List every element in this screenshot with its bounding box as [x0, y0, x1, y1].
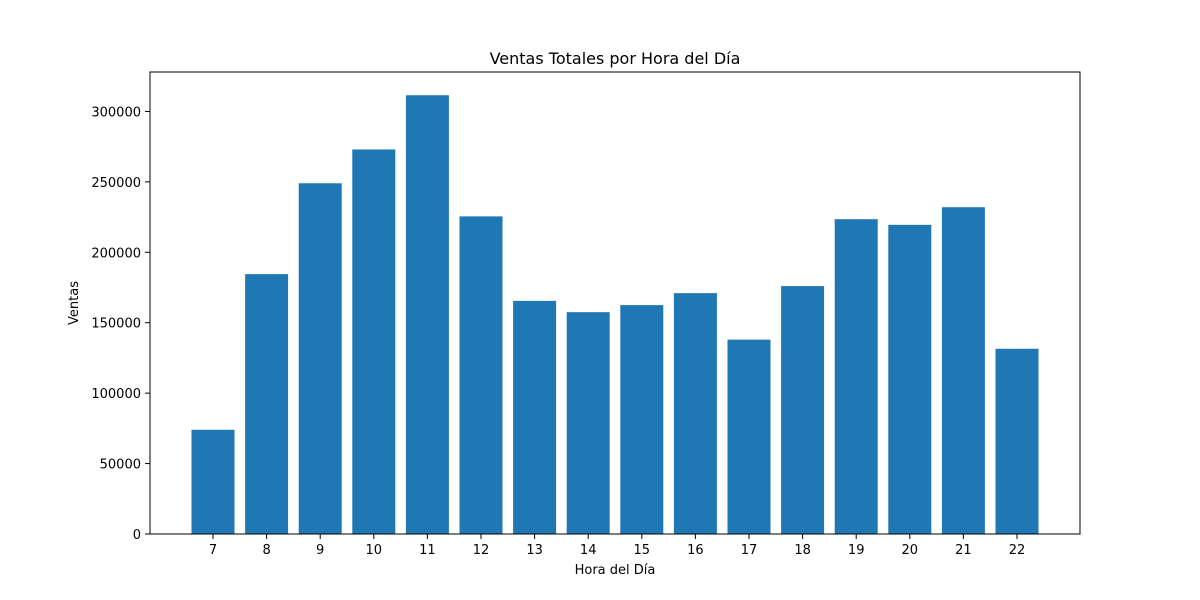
y-tick-label: 200000 — [91, 246, 141, 261]
chart-title: Ventas Totales por Hora del Día — [490, 49, 741, 68]
bar-11 — [405, 95, 449, 535]
bar-15 — [620, 305, 664, 534]
y-tick-label: 100000 — [91, 387, 141, 402]
bars-group — [191, 95, 1039, 535]
bar-13 — [513, 300, 557, 534]
x-tick-label: 18 — [794, 543, 811, 558]
x-tick-label: 22 — [1009, 543, 1026, 558]
x-tick-label: 16 — [687, 543, 704, 558]
bar-20 — [888, 224, 932, 534]
x-tick-label: 21 — [955, 543, 972, 558]
bar-8 — [245, 274, 289, 535]
y-tick-label: 300000 — [91, 105, 141, 120]
bar-22 — [995, 348, 1039, 534]
x-tick-label: 10 — [366, 543, 383, 558]
x-tick-label: 17 — [741, 543, 758, 558]
y-tick-label: 250000 — [91, 176, 141, 191]
bar-10 — [352, 149, 396, 534]
x-axis-label: Hora del Día — [575, 563, 656, 578]
bar-21 — [941, 207, 985, 534]
y-tick-label: 50000 — [100, 458, 141, 473]
x-axis: 7 8 9 10 11 12 13 14 15 16 17 18 19 20 21 22 — [209, 534, 1025, 558]
bar-9 — [298, 183, 342, 534]
x-tick-label: 19 — [848, 543, 865, 558]
bar-7 — [191, 429, 235, 534]
x-tick-label: 11 — [419, 543, 436, 558]
y-tick-label: 150000 — [91, 317, 141, 332]
bar-18 — [781, 286, 825, 534]
x-tick-label: 7 — [209, 543, 217, 558]
x-tick-label: 20 — [902, 543, 919, 558]
x-tick-label: 14 — [580, 543, 597, 558]
x-tick-label: 9 — [316, 543, 324, 558]
x-tick-label: 15 — [634, 543, 651, 558]
bar-14 — [566, 312, 610, 534]
x-tick-label: 13 — [526, 543, 543, 558]
y-axis: 0 50000 100000 150000 200000 250000 300000 — [91, 105, 150, 543]
bar-12 — [459, 216, 503, 535]
x-tick-label: 12 — [473, 543, 490, 558]
plot-frame — [149, 71, 1081, 535]
y-tick-label: 0 — [133, 528, 141, 543]
x-tick-label: 8 — [262, 543, 270, 558]
bar-17 — [727, 339, 771, 534]
bar-19 — [834, 219, 878, 534]
y-axis-label: Ventas — [67, 281, 82, 325]
bar-16 — [673, 293, 717, 534]
